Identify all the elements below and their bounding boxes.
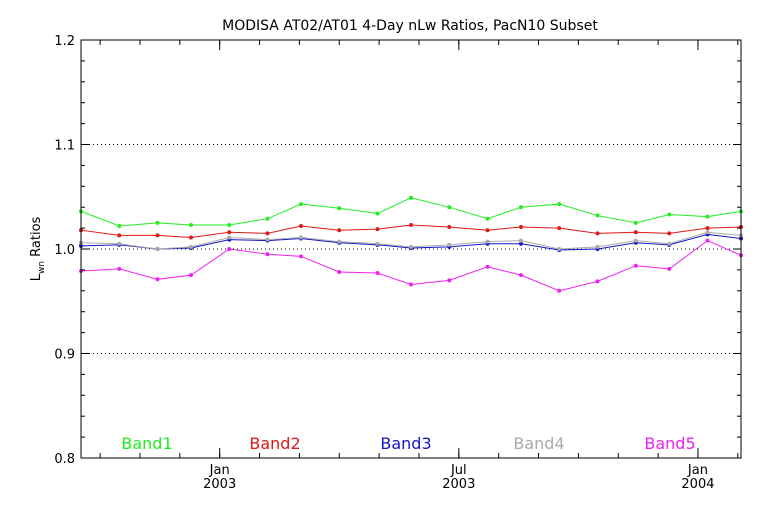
data-point-band1	[299, 202, 303, 207]
data-point-band3	[519, 241, 523, 246]
series-line-band1	[80, 197, 742, 227]
legend-entry-band1: Band1	[121, 434, 172, 453]
y-tick-label: 0.9	[54, 348, 75, 363]
data-point-band4	[299, 235, 303, 240]
y-tick-label: 1.0	[54, 243, 75, 258]
data-point-band2	[557, 226, 562, 231]
data-point-band4	[265, 237, 270, 242]
data-point-band5	[557, 288, 562, 293]
data-point-band4	[189, 244, 193, 249]
data-point-band5	[409, 282, 413, 287]
data-point-band5	[447, 278, 452, 283]
data-point-band2	[117, 233, 122, 238]
data-point-band5	[375, 271, 380, 276]
y-axis-ticks: 0.8 0.9 1.0 1.1 1.2	[54, 34, 741, 467]
data-point-band5	[595, 279, 600, 284]
data-point-band5	[299, 254, 303, 259]
data-point-band5	[337, 269, 342, 274]
data-point-band4	[557, 247, 562, 251]
data-point-band5	[633, 263, 638, 268]
legend-entry-band4: Band4	[513, 434, 564, 453]
data-point-band5	[485, 264, 490, 269]
x-tick-label-year: 2003	[442, 477, 475, 492]
data-point-band1	[705, 214, 710, 219]
data-point-band1	[633, 220, 638, 225]
data-point-band1	[595, 213, 600, 218]
data-point-band4	[667, 241, 672, 246]
data-point-band2	[409, 222, 413, 227]
data-point-band5	[705, 238, 710, 243]
series-points	[79, 195, 743, 293]
legend-entry-band2: Band2	[249, 434, 300, 453]
data-point-band1	[485, 216, 490, 221]
y-axis-label: Lwn Ratios	[29, 216, 47, 281]
data-point-band4	[485, 239, 490, 244]
data-point-band2	[447, 225, 452, 230]
legend: Band1 Band2 Band3 Band4 Band5	[121, 434, 695, 453]
data-point-band1	[375, 211, 380, 216]
data-point-band1	[519, 205, 523, 210]
data-point-band4	[227, 235, 232, 240]
data-point-band2	[227, 230, 232, 235]
data-point-band4	[117, 241, 122, 246]
x-tick-label-month: Jan	[209, 463, 230, 478]
data-point-band2	[595, 231, 600, 236]
data-point-band4	[595, 244, 600, 249]
data-point-band1	[265, 216, 270, 221]
data-point-band1	[409, 195, 413, 200]
data-point-band2	[155, 233, 160, 238]
legend-entry-band3: Band3	[380, 434, 431, 453]
legend-entry-band5: Band5	[644, 434, 695, 453]
data-point-band4	[633, 238, 638, 243]
data-point-band2	[519, 225, 523, 230]
data-point-band1	[189, 222, 193, 227]
y-axis-label-text: Lwn Ratios	[29, 216, 47, 281]
data-point-band2	[299, 224, 303, 229]
data-point-band2	[485, 228, 490, 233]
x-tick-label-year: 2003	[203, 477, 236, 492]
data-point-band4	[519, 238, 523, 243]
data-point-band4	[155, 247, 160, 251]
data-point-band1	[337, 206, 342, 211]
series-lines	[80, 197, 742, 292]
data-point-band2	[705, 226, 710, 231]
x-tick-label-month: Jan	[687, 463, 708, 478]
data-point-band2	[265, 231, 270, 236]
data-point-band4	[337, 239, 342, 244]
data-point-band5	[155, 277, 160, 282]
data-point-band1	[117, 224, 122, 229]
data-point-band4	[705, 230, 710, 235]
y-tick-label: 0.8	[54, 452, 75, 467]
data-point-band5	[117, 266, 122, 271]
data-point-band1	[557, 202, 562, 207]
data-point-band4	[447, 242, 452, 247]
data-point-band2	[633, 230, 638, 235]
data-point-band5	[189, 273, 193, 278]
data-point-band2	[337, 228, 342, 233]
data-point-band2	[375, 227, 380, 232]
chart-title: MODISA AT02/AT01 4-Day nLw Ratios, PacN1…	[222, 18, 598, 34]
data-point-band5	[265, 252, 270, 257]
data-point-band1	[667, 212, 672, 217]
x-tick-label-month: Jul	[450, 463, 467, 478]
data-point-band5	[667, 266, 672, 271]
data-point-band1	[155, 220, 160, 225]
data-point-band2	[667, 231, 672, 236]
data-point-band5	[227, 247, 232, 251]
data-point-band5	[519, 273, 523, 278]
data-point-band4	[375, 241, 380, 246]
y-tick-label: 1.2	[54, 34, 75, 49]
data-point-band4	[409, 244, 413, 249]
data-point-band2	[189, 235, 193, 240]
data-point-band1	[227, 222, 232, 227]
x-tick-label-year: 2004	[681, 477, 714, 492]
data-point-band1	[447, 205, 452, 210]
y-tick-label: 1.1	[54, 139, 75, 154]
